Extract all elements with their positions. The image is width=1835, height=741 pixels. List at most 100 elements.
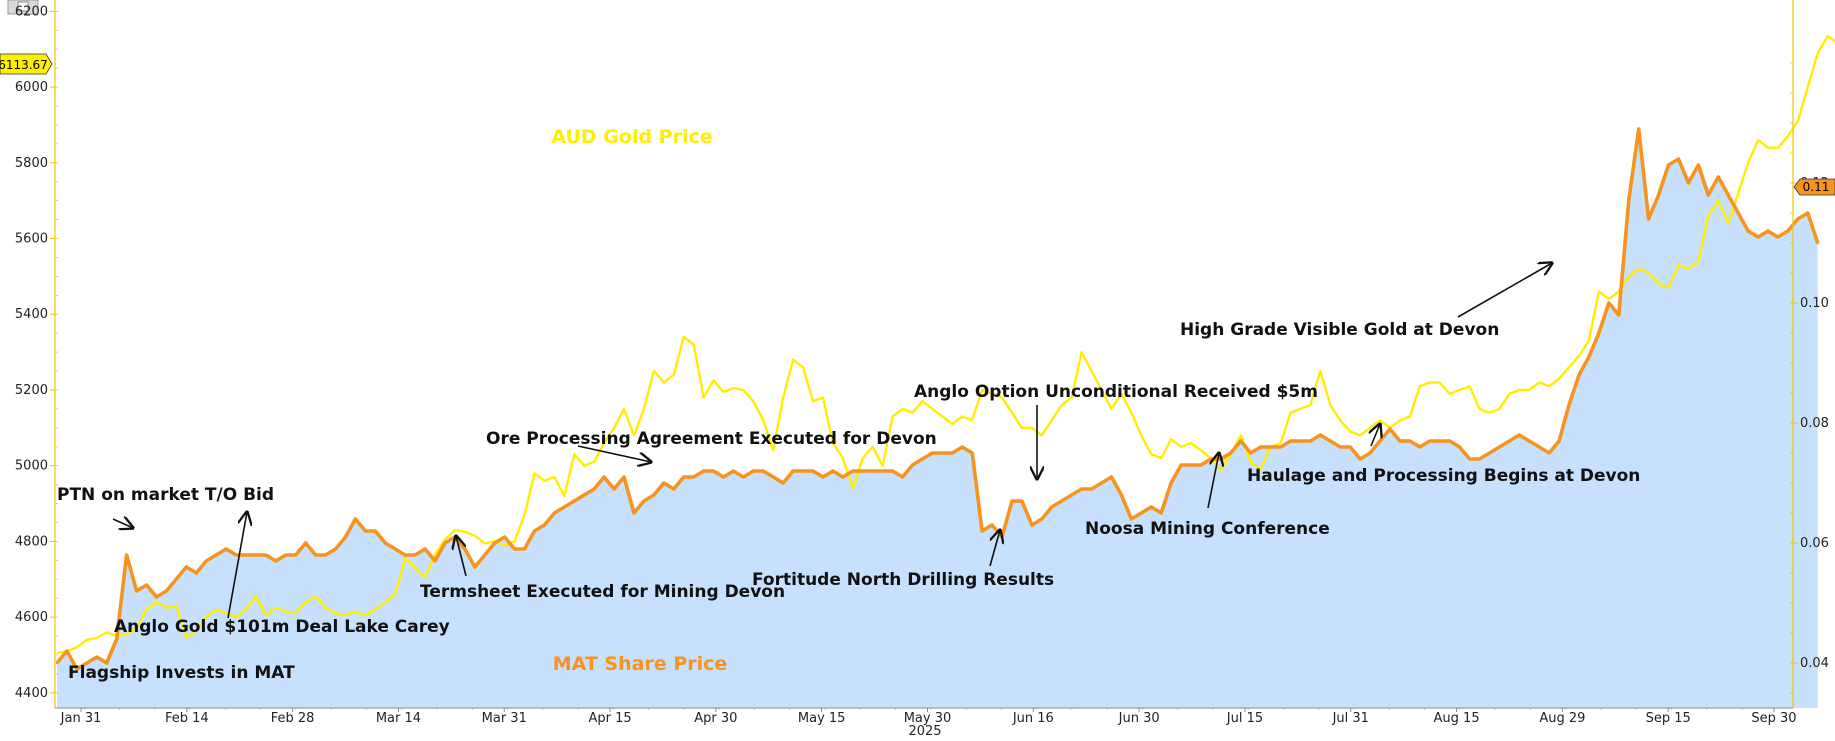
aud-gold-price-point [951,423,954,425]
mat-share-price-point [1707,193,1710,197]
aud-gold-price-point [513,540,516,543]
aud-gold-price-point [1687,268,1690,270]
x-axis-tick-label: Mar 14 [376,711,421,726]
mat-share-price-point [1070,493,1073,497]
mat-share-price-point [1816,241,1819,245]
aud-gold-price-point [454,529,456,531]
aud-gold-price-point [1578,355,1580,357]
aud-gold-price-point [921,400,924,403]
left-axis-tick-label: 5800 [15,156,48,171]
aud-gold-price-point [1090,370,1093,372]
mat-share-price-point [563,505,566,509]
aud-gold-price-point [911,411,914,414]
aud-gold-price-point [1777,146,1779,149]
mat-share-price-point [1368,451,1372,455]
x-axis-tick-label: Jul 31 [1332,711,1369,726]
mat-share-price-point [284,553,287,557]
mat-share-price-point [304,541,307,545]
mat-share-price-point [1279,445,1282,449]
aud-gold-price-point [1100,389,1103,391]
mat-share-price-point [1150,505,1153,509]
aud-gold-price-point [1458,389,1461,391]
x-axis-tick-label: Apr 30 [694,711,737,726]
aud-gold-price-point [1588,339,1590,342]
mat-share-price-point [155,595,158,599]
svg-text:6113.67: 6113.67 [0,58,48,72]
aud-gold-price-point [1359,434,1361,437]
aud-gold-price-point [663,381,665,384]
aud-gold-price-point [86,639,88,641]
right-axis-tick-label: 0.10 [1800,296,1829,311]
mat-share-price-point [1418,445,1422,449]
mat-share-price-point [254,553,258,557]
aud-gold-price-point [1399,419,1401,422]
mat-share-price-point [215,553,218,557]
aud-gold-price-point [1279,442,1282,444]
aud-gold-price-point [1667,286,1670,289]
aud-gold-price-point [1767,146,1769,149]
aud-gold-price-point [354,610,357,613]
aud-gold-price-point [1220,468,1222,471]
aud-gold-price-point [1508,393,1511,395]
aud-gold-price-point [1309,404,1312,406]
mat-share-price-point [1199,463,1203,467]
mat-share-price-point [1717,175,1720,179]
aud-gold-price-point [503,544,506,546]
mat-share-price-point [1657,193,1660,197]
aud-gold-price-point [732,387,735,389]
chart-menu-icon[interactable] [7,0,39,15]
mat-share-price-point [463,547,467,551]
mat-share-price-point [195,571,198,575]
svg-text:Termsheet Executed for Mining: Termsheet Executed for Mining Devon [420,582,785,602]
aud-gold-price-point [374,608,377,611]
mat-share-price-point [1776,235,1780,239]
aud-gold-price-point [673,374,675,376]
mat-share-price-point [742,475,745,479]
aud-gold-price-point [1608,298,1610,300]
aud-gold-price-point [822,396,824,399]
aud-gold-price-point [812,400,814,403]
svg-text:Flagship Invests in MAT: Flagship Invests in MAT [68,663,295,683]
mat-share-price-point [65,649,69,653]
mat-share-price-point [831,469,835,473]
mat-share-price-point [1677,157,1680,161]
aud-gold-price-point [324,606,327,609]
aud-gold-price-point [175,605,178,607]
aud-gold-price-point [185,637,188,639]
left-axis-tick-label: 4400 [15,686,48,701]
mat-share-price-point [752,469,755,473]
mat-share-price-point [1398,439,1402,443]
mat-share-price-point [901,475,904,479]
mat-share-price-point [1299,439,1302,443]
annotation-ptn-bid: PTN on market T/O Bid [57,485,274,528]
aud-gold-price-point [692,343,695,346]
mat-share-price-point [762,469,765,473]
mat-share-price-point [145,583,148,587]
aud-gold-price-point [444,538,446,541]
x-axis-tick-label: Apr 15 [588,711,631,726]
mat-share-price-point [911,463,914,467]
aud-gold-price-point [1558,377,1560,380]
annotation-haulage: Haulage and Processing Begins at Devon [1247,424,1640,486]
x-axis-tick-label: Jun 30 [1118,711,1160,726]
aud-gold-price-point [772,449,774,452]
aud-gold-price-point [891,415,894,418]
mat-share-price-point [1209,457,1213,461]
aud-gold-price-point [523,514,526,516]
mat-share-price-point [1488,451,1491,455]
right-axis-tick-label: 0.08 [1800,416,1829,431]
x-axis-tick-label: Aug 29 [1539,711,1585,726]
aud-gold-price-point [1349,430,1351,433]
aud-gold-price-point [1518,389,1521,391]
annotation-noosa-conference: Noosa Mining Conference [1085,453,1330,539]
x-axis-tick-label: May 30 [904,711,952,726]
mat-share-price-point [234,553,238,557]
mat-share-price-point [125,553,128,557]
mat-share-price-point [85,661,89,665]
aud-gold-price-point [1190,442,1192,444]
aud-gold-price-point [643,408,645,410]
aud-gold-price-point [623,408,625,410]
left-axis-tick-label: 6000 [15,80,48,95]
aud-gold-price-point [414,567,416,569]
